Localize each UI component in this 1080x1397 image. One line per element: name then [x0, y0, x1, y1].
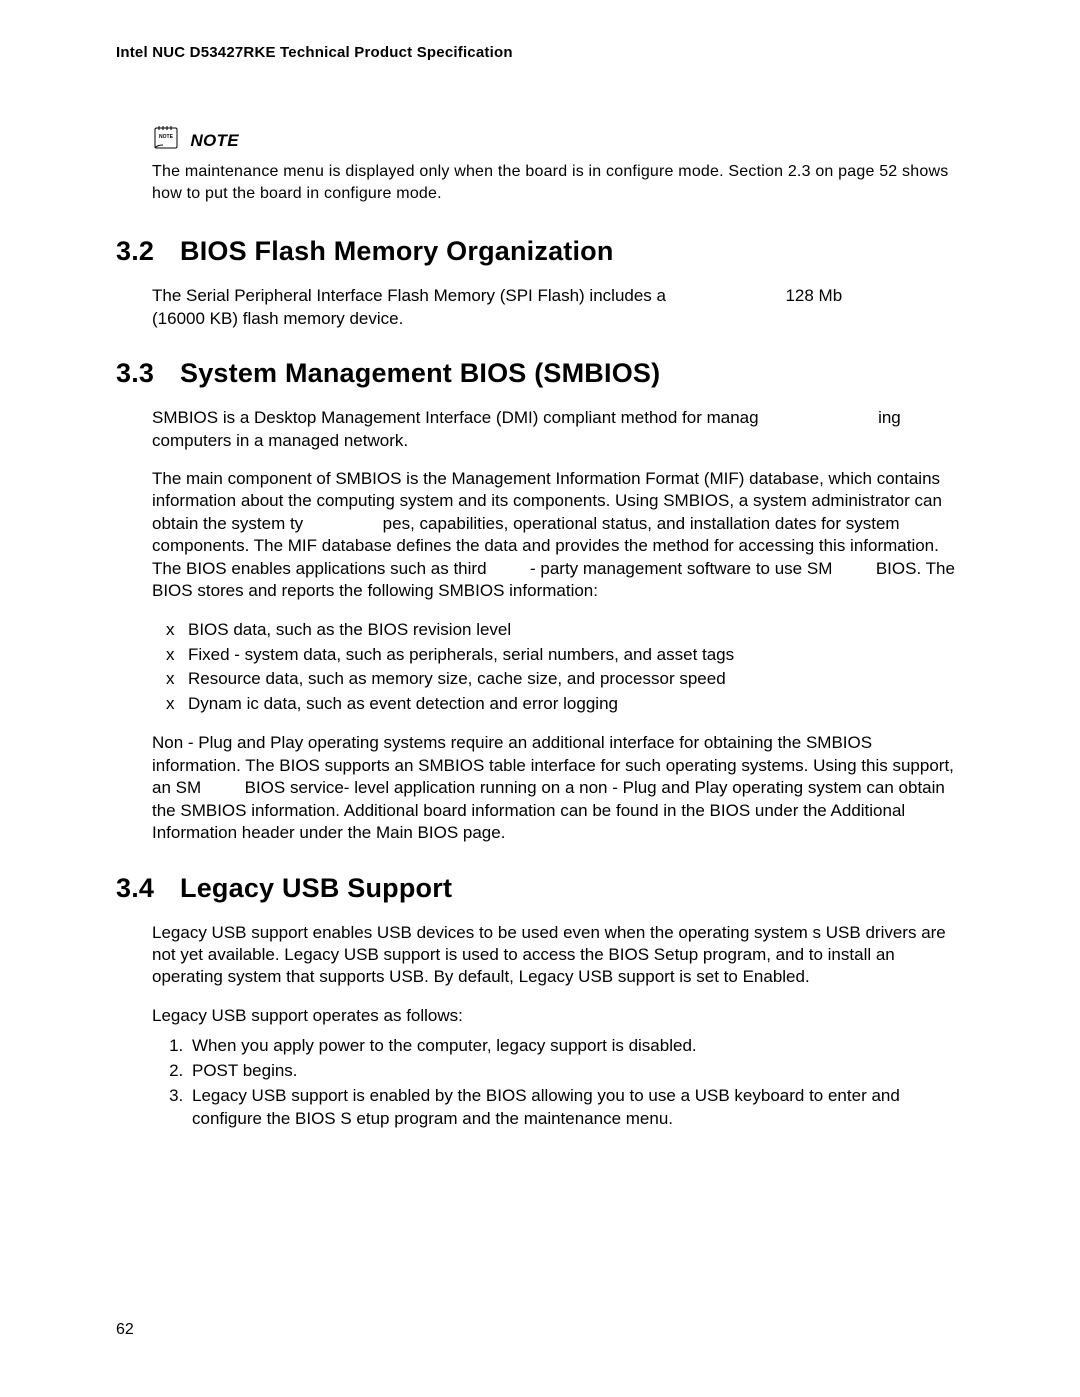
text-run: computers in a managed network.	[152, 431, 408, 450]
running-header: Intel NUC D53427RKE Technical Product Sp…	[116, 44, 964, 61]
text-run: BIOS.	[876, 559, 921, 578]
svg-text:NOTE: NOTE	[159, 134, 174, 140]
section-3-3-body: SMBIOS is a Desktop Management Interface…	[152, 407, 964, 844]
note-label: NOTE	[190, 131, 238, 151]
note-block: NOTE NOTE The maintenance menu is displa…	[152, 123, 964, 204]
section-3-2-body: The Serial Peripheral Interface Flash Me…	[152, 285, 964, 330]
text-run: (16000 KB) flash memory device.	[152, 309, 403, 328]
note-text: The maintenance menu is displayed only w…	[152, 161, 964, 204]
section-heading-3-3: 3.3System Management BIOS (SMBIOS)	[116, 358, 964, 389]
legacy-usb-steps: When you apply power to the computer, le…	[152, 1035, 964, 1131]
section-number: 3.3	[116, 358, 180, 389]
section-heading-3-2: 3.2BIOS Flash Memory Organization	[116, 236, 964, 267]
text-run: 128 Mb	[785, 286, 842, 305]
section-heading-3-4: 3.4Legacy USB Support	[116, 873, 964, 904]
list-item: POST begins.	[188, 1060, 964, 1083]
document-page: Intel NUC D53427RKE Technical Product Sp…	[0, 0, 1080, 1397]
list-item: Fixed - system data, such as peripherals…	[166, 644, 964, 667]
section-title: Legacy USB Support	[180, 873, 452, 903]
list-item: Legacy USB support is enabled by the BIO…	[188, 1085, 964, 1131]
text-run: BIOS service- level application running …	[245, 778, 575, 797]
list-item: Resource data, such as memory size, cach…	[166, 668, 964, 691]
page-number: 62	[116, 1321, 134, 1339]
section-number: 3.4	[116, 873, 180, 904]
text-run: pes,	[383, 514, 415, 533]
list-item: Dynam ic data, such as event detection a…	[166, 693, 964, 716]
section-title: System Management BIOS (SMBIOS)	[180, 358, 660, 388]
text-run: - party management software to use SM	[530, 559, 832, 578]
paragraph: Legacy USB support operates as follows:	[152, 1005, 964, 1027]
text-run: The Serial Peripheral Interface Flash Me…	[152, 286, 666, 305]
section-number: 3.2	[116, 236, 180, 267]
text-run: SMBIOS is a Desktop Management Interface…	[152, 408, 759, 427]
smbios-bullet-list: BIOS data, such as the BIOS revision lev…	[166, 619, 964, 717]
section-title: BIOS Flash Memory Organization	[180, 236, 614, 266]
list-item: BIOS data, such as the BIOS revision lev…	[166, 619, 964, 642]
section-3-4-body: Legacy USB support enables USB devices t…	[152, 922, 964, 1132]
text-run: ing	[878, 408, 901, 427]
paragraph: Legacy USB support enables USB devices t…	[152, 922, 964, 989]
notepad-icon: NOTE	[152, 123, 182, 151]
list-item: When you apply power to the computer, le…	[188, 1035, 964, 1058]
